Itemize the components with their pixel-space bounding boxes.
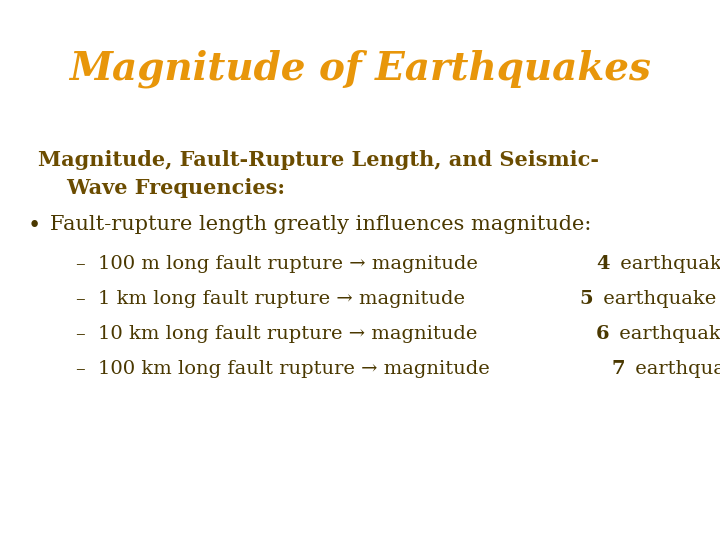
Text: Wave Frequencies:: Wave Frequencies:: [38, 178, 285, 198]
Text: Magnitude, Fault-Rupture Length, and Seismic-: Magnitude, Fault-Rupture Length, and Sei…: [38, 150, 599, 170]
Text: –: –: [75, 255, 85, 273]
Text: Magnitude of Earthquakes: Magnitude of Earthquakes: [69, 50, 651, 89]
Text: earthquake: earthquake: [597, 290, 716, 308]
Text: 4: 4: [596, 255, 610, 273]
Text: 10 km long fault rupture → magnitude: 10 km long fault rupture → magnitude: [98, 325, 484, 343]
Text: 1 km long fault rupture → magnitude: 1 km long fault rupture → magnitude: [98, 290, 472, 308]
Text: 5: 5: [580, 290, 593, 308]
Text: 100 m long fault rupture → magnitude: 100 m long fault rupture → magnitude: [98, 255, 484, 273]
Text: earthquake: earthquake: [613, 325, 720, 343]
Text: –: –: [75, 290, 85, 308]
Text: –: –: [75, 325, 85, 343]
Text: Fault-rupture length greatly influences magnitude:: Fault-rupture length greatly influences …: [50, 215, 591, 234]
Text: earthquake: earthquake: [613, 255, 720, 273]
Text: 6: 6: [595, 325, 609, 343]
Text: •: •: [28, 215, 41, 237]
Text: 7: 7: [611, 360, 625, 378]
Text: 100 km long fault rupture → magnitude: 100 km long fault rupture → magnitude: [98, 360, 496, 378]
Text: earthquake: earthquake: [629, 360, 720, 378]
Text: –: –: [75, 360, 85, 378]
